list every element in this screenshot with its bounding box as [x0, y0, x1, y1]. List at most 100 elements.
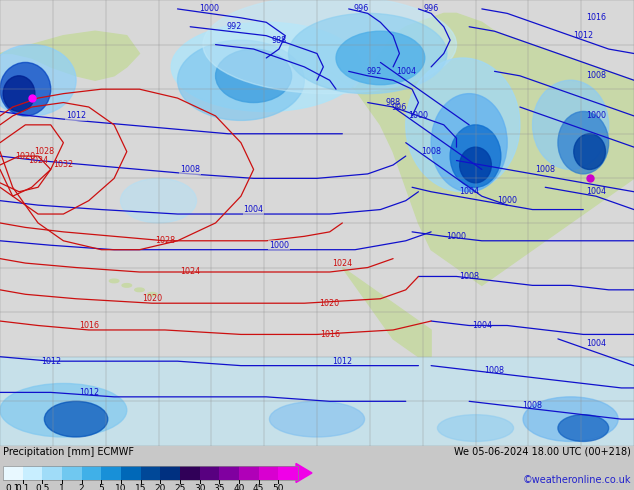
- Text: 1024: 1024: [28, 156, 48, 165]
- Ellipse shape: [134, 288, 144, 292]
- Text: 988: 988: [385, 98, 401, 107]
- Text: 1020: 1020: [15, 151, 36, 161]
- Ellipse shape: [0, 62, 51, 116]
- Text: 1004: 1004: [586, 339, 606, 348]
- Text: 0.1: 0.1: [15, 484, 30, 490]
- Text: 1000: 1000: [269, 241, 289, 250]
- Ellipse shape: [533, 80, 609, 170]
- Ellipse shape: [288, 13, 447, 94]
- Text: 1012: 1012: [66, 111, 86, 121]
- Ellipse shape: [450, 125, 501, 187]
- Bar: [141, 466, 160, 480]
- Text: 1012: 1012: [332, 357, 353, 366]
- Text: 45: 45: [253, 484, 264, 490]
- Text: 1012: 1012: [79, 388, 99, 397]
- Bar: [82, 466, 101, 480]
- Text: 1008: 1008: [586, 72, 606, 80]
- Bar: [0, 357, 634, 455]
- Text: 1012: 1012: [41, 357, 61, 366]
- Bar: [259, 466, 278, 480]
- Ellipse shape: [178, 40, 304, 121]
- Text: 1016: 1016: [320, 330, 340, 339]
- Bar: [121, 466, 141, 480]
- Ellipse shape: [558, 111, 609, 174]
- Text: 1000: 1000: [199, 4, 219, 13]
- Text: 1008: 1008: [459, 272, 479, 281]
- Ellipse shape: [109, 279, 119, 283]
- Text: 1028: 1028: [34, 147, 55, 156]
- Text: 1008: 1008: [484, 366, 505, 374]
- Text: 15: 15: [135, 484, 146, 490]
- Bar: [160, 466, 180, 480]
- Ellipse shape: [171, 22, 361, 111]
- Text: 25: 25: [174, 484, 186, 490]
- Text: 1004: 1004: [396, 67, 416, 76]
- Text: 1004: 1004: [586, 187, 606, 196]
- Bar: [62, 466, 82, 480]
- Ellipse shape: [269, 401, 365, 437]
- Text: We 05-06-2024 18.00 UTC (00+218): We 05-06-2024 18.00 UTC (00+218): [454, 447, 631, 457]
- Text: 30: 30: [194, 484, 205, 490]
- Text: 1008: 1008: [522, 401, 543, 410]
- Text: 1004: 1004: [243, 205, 264, 214]
- Ellipse shape: [44, 401, 108, 437]
- Ellipse shape: [216, 49, 292, 102]
- Polygon shape: [342, 268, 431, 357]
- Bar: [239, 466, 259, 480]
- Text: 1012: 1012: [573, 31, 593, 40]
- Bar: [219, 466, 239, 480]
- Bar: [23, 466, 42, 480]
- Text: 1: 1: [59, 484, 65, 490]
- Text: 20: 20: [155, 484, 166, 490]
- Text: 1024: 1024: [180, 268, 200, 276]
- Text: 10: 10: [115, 484, 127, 490]
- Text: 992: 992: [227, 22, 242, 31]
- Text: 988: 988: [271, 36, 287, 45]
- Ellipse shape: [120, 178, 197, 223]
- Text: 1016: 1016: [79, 321, 99, 330]
- Text: 1024: 1024: [332, 259, 353, 268]
- Text: 1004: 1004: [459, 187, 479, 196]
- Bar: [3, 466, 298, 480]
- Text: 1008: 1008: [421, 147, 441, 156]
- Text: 2: 2: [79, 484, 84, 490]
- Ellipse shape: [122, 284, 132, 287]
- Ellipse shape: [0, 45, 76, 116]
- Text: 1000: 1000: [446, 232, 467, 241]
- Text: 1000: 1000: [586, 111, 606, 121]
- Text: 1020: 1020: [320, 299, 340, 308]
- Polygon shape: [0, 31, 139, 80]
- Ellipse shape: [0, 384, 127, 437]
- Text: 996: 996: [424, 4, 439, 13]
- Text: 1008: 1008: [535, 165, 555, 174]
- Text: ©weatheronline.co.uk: ©weatheronline.co.uk: [522, 475, 631, 485]
- Text: 1032: 1032: [53, 161, 74, 170]
- Text: 35: 35: [214, 484, 225, 490]
- Text: 996: 996: [392, 102, 407, 112]
- Ellipse shape: [558, 415, 609, 441]
- Text: 1016: 1016: [586, 13, 606, 23]
- Ellipse shape: [336, 31, 425, 85]
- Ellipse shape: [437, 415, 514, 441]
- Ellipse shape: [431, 94, 507, 192]
- Text: 992: 992: [366, 67, 382, 76]
- Bar: [101, 466, 121, 480]
- Bar: [180, 466, 200, 480]
- FancyArrow shape: [296, 464, 312, 483]
- Text: 1000: 1000: [408, 111, 429, 121]
- Bar: [42, 466, 62, 480]
- Text: 1004: 1004: [472, 321, 492, 330]
- Ellipse shape: [147, 293, 157, 296]
- Bar: [278, 466, 298, 480]
- Ellipse shape: [574, 134, 605, 170]
- Text: 1028: 1028: [155, 236, 175, 245]
- Text: 0.5: 0.5: [35, 484, 49, 490]
- Text: 40: 40: [233, 484, 245, 490]
- Ellipse shape: [406, 58, 520, 192]
- Text: 5: 5: [98, 484, 104, 490]
- Text: 1000: 1000: [497, 196, 517, 205]
- Text: 0.1: 0.1: [6, 484, 20, 490]
- Bar: [200, 466, 219, 480]
- Ellipse shape: [3, 76, 35, 112]
- Text: 996: 996: [354, 4, 369, 13]
